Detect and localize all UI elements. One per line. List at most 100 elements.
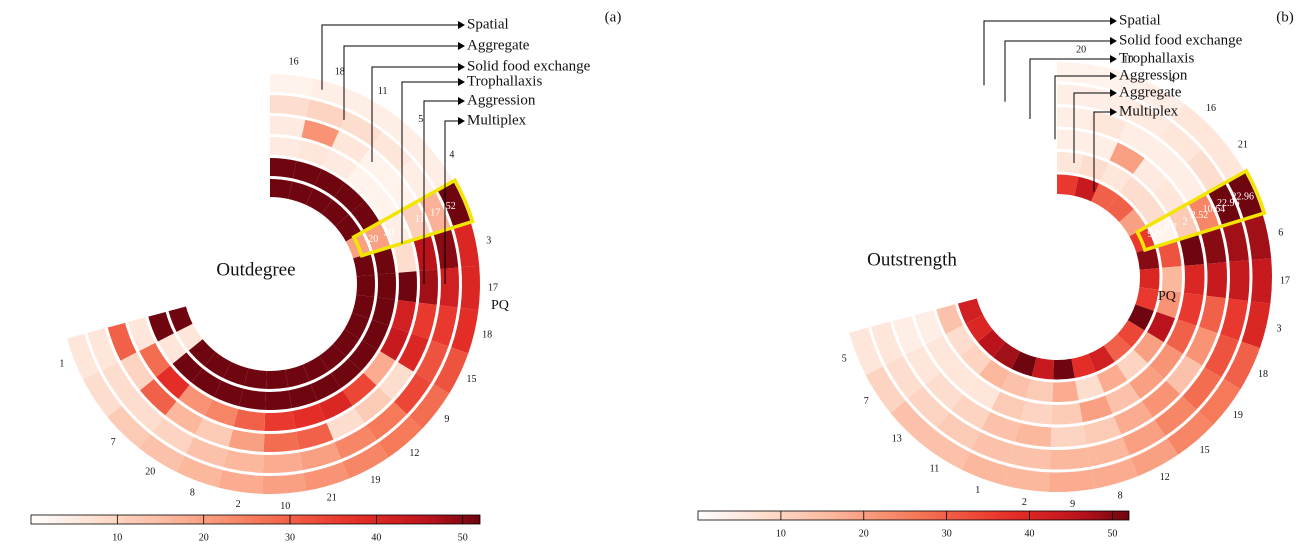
node-label: 21 [1238,139,1248,150]
heat-cell [1167,411,1213,455]
node-label: 17 [1280,276,1290,287]
pq-value: 4 [402,221,407,232]
heat-cell [1147,311,1175,343]
heat-cell [330,358,362,389]
heat-cell [1139,268,1160,290]
heat-cell [1051,403,1083,425]
heat-cell [1087,437,1130,467]
heat-cell [362,319,389,350]
heat-cell [942,358,978,393]
heat-cell [87,328,118,371]
heat-cell [1141,380,1181,418]
heat-cell [1166,355,1203,395]
heat-cell [156,365,190,399]
heat-cell [1093,88,1137,120]
heat-cell [965,314,993,342]
heat-cell [292,160,322,186]
heat-cell [1200,226,1227,264]
heat-cell [1057,129,1089,152]
heat-cell [398,158,435,201]
heat-cell [373,246,396,275]
heat-cell [378,362,414,400]
colorbar-tick-label: 20 [859,528,869,539]
heat-cell [176,455,223,488]
heat-cell [1113,401,1153,435]
leader-arrow [458,42,465,50]
heat-cell [238,388,266,410]
heat-cell [195,418,233,447]
heat-cell [1020,401,1053,425]
heat-cell [1091,183,1118,211]
heat-cell [346,165,381,199]
heat-cell [1009,444,1051,470]
node-label: 19 [1233,410,1243,421]
heat-cell [1159,122,1202,163]
heat-cell [951,394,991,430]
node-label: 3 [486,235,491,246]
heat-cell [168,306,193,332]
heat-cell [310,373,341,401]
heat-cell [871,321,904,365]
heat-cell [1088,110,1127,140]
heat-cell [152,417,194,454]
heat-cell [265,390,292,410]
node-label: 8 [190,487,195,498]
heat-cell [380,326,409,361]
node-label: 4 [1170,75,1175,86]
heat-cell [1222,220,1249,262]
heat-cell [1116,349,1148,381]
heat-cell [270,137,301,158]
heat-cell [1203,134,1245,182]
heat-cell [244,368,267,389]
leader-line [321,24,460,90]
heat-cell [400,201,431,240]
heat-cell [419,191,451,234]
node-label: 8 [1118,490,1123,501]
layer-label: Aggregate [467,37,530,53]
heat-cell [107,322,137,361]
heat-cell [1169,164,1206,204]
heat-cell [892,315,924,355]
node-label: 21 [327,493,337,504]
heat-cell [1241,301,1271,349]
heat-cell [352,294,375,319]
heat-cell [1220,298,1249,341]
layer-label: Spatial [1119,12,1161,28]
heat-cell [303,461,350,491]
heat-cell [1199,295,1226,334]
heat-cell [1105,382,1141,414]
heat-cell [1100,163,1132,193]
panel-a: 20 20 4 11 17 52 1 16 18 11 5 4 3 17 18 15 9 12 19 21 10 2 8 20… [30,9,621,543]
heat-cell [433,347,469,394]
heat-cell [356,274,376,298]
node-label: 18 [482,329,492,340]
colorbar-tick-label: 20 [199,532,209,543]
node-label: 6 [1278,227,1283,238]
heat-cell [326,407,365,440]
node-label: 5 [418,114,423,125]
heat-cell [176,323,203,351]
colorbar-tick-label: 30 [942,528,952,539]
heat-cell [301,119,340,148]
heat-cell [333,329,360,357]
heat-cell [305,99,348,129]
heat-cell [960,343,992,375]
pq-label: PQ [1158,289,1176,304]
heat-cell [1057,84,1098,108]
heat-cell [415,340,449,383]
heat-cell [1103,334,1132,362]
heat-cell [233,409,266,431]
layer-label: Trophallaxis [1119,50,1194,66]
heat-cell [1188,193,1220,233]
heat-cell [366,186,399,221]
heat-cell [1228,260,1250,301]
heat-cell [204,399,239,427]
heat-cell [107,405,151,449]
heat-cell [334,425,377,460]
heat-cell [1001,371,1031,399]
heat-cell [1083,416,1122,445]
heat-cell [865,366,906,414]
heat-cell [353,253,375,277]
heat-cell [1071,353,1096,378]
pq-value: 22.96 [1217,198,1240,209]
